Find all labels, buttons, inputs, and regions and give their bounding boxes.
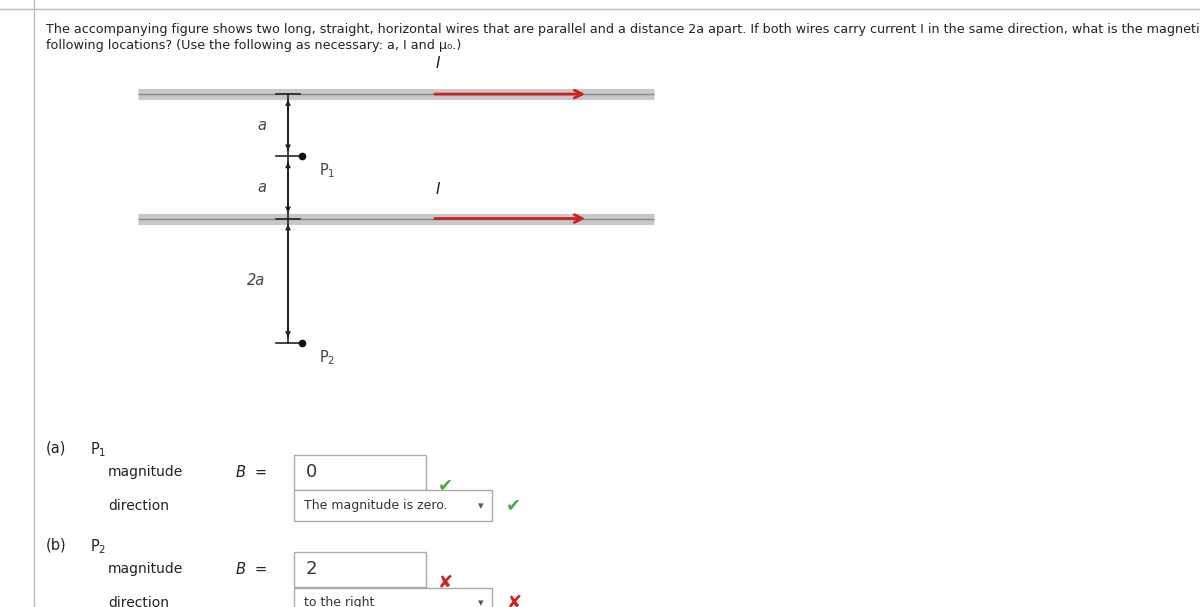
FancyBboxPatch shape [294, 455, 426, 490]
Text: ▾: ▾ [478, 501, 484, 510]
FancyBboxPatch shape [294, 588, 492, 607]
Text: $I$: $I$ [434, 181, 442, 197]
FancyBboxPatch shape [294, 552, 426, 587]
Text: (a): (a) [46, 440, 66, 455]
Text: P$_1$: P$_1$ [319, 161, 336, 180]
Text: ✔: ✔ [438, 476, 454, 495]
Text: $B$  =: $B$ = [235, 464, 268, 480]
Text: direction: direction [108, 595, 169, 607]
Text: to the right: to the right [304, 596, 374, 607]
Text: following locations? (Use the following as necessary: a, I and μ₀.): following locations? (Use the following … [46, 39, 461, 52]
Text: ✔: ✔ [506, 497, 522, 515]
Text: $B$  =: $B$ = [235, 561, 268, 577]
Text: $I$: $I$ [434, 55, 442, 71]
Text: magnitude: magnitude [108, 562, 184, 577]
Text: ▾: ▾ [478, 598, 484, 607]
FancyBboxPatch shape [294, 490, 492, 521]
Text: P$_2$: P$_2$ [90, 537, 107, 556]
Text: direction: direction [108, 498, 169, 513]
Text: ✘: ✘ [506, 594, 522, 607]
Text: P$_2$: P$_2$ [319, 348, 336, 367]
Text: 0: 0 [306, 463, 317, 481]
Text: The accompanying figure shows two long, straight, horizontal wires that are para: The accompanying figure shows two long, … [46, 23, 1200, 36]
Text: a: a [257, 118, 266, 133]
Text: ✘: ✘ [438, 574, 454, 592]
Text: P$_1$: P$_1$ [90, 440, 107, 459]
Text: 2a: 2a [246, 273, 265, 288]
Text: 2: 2 [306, 560, 318, 578]
Text: The magnitude is zero.: The magnitude is zero. [304, 499, 448, 512]
Text: magnitude: magnitude [108, 465, 184, 480]
Text: a: a [257, 180, 266, 195]
Text: (b): (b) [46, 537, 66, 552]
